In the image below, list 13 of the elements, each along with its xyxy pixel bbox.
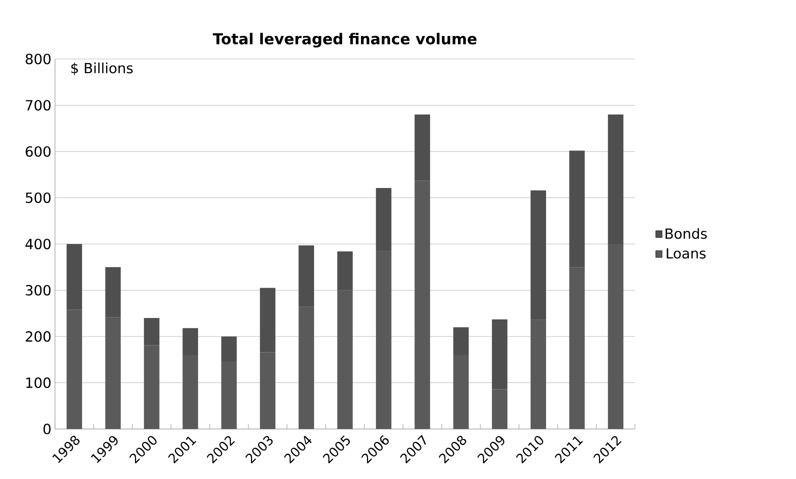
legend-label: Bonds [666,228,707,239]
chart-title: Total leveraged finance volume [212,32,476,48]
legend-label: Loans [666,248,706,259]
y-tick-label: 600 [26,146,51,157]
y-tick-label: 200 [26,331,51,342]
y-tick-label: 300 [26,284,51,296]
y-tick-label: 100 [26,377,51,388]
y-tick-label: 400 [25,238,51,250]
y-axis-title: $ Billions [71,62,133,76]
y-tick-label: 800 [26,54,51,64]
y-tick-label: 700 [26,100,51,111]
y-tick-label: 0 [43,424,51,434]
y-tick-label: 500 [26,192,51,204]
